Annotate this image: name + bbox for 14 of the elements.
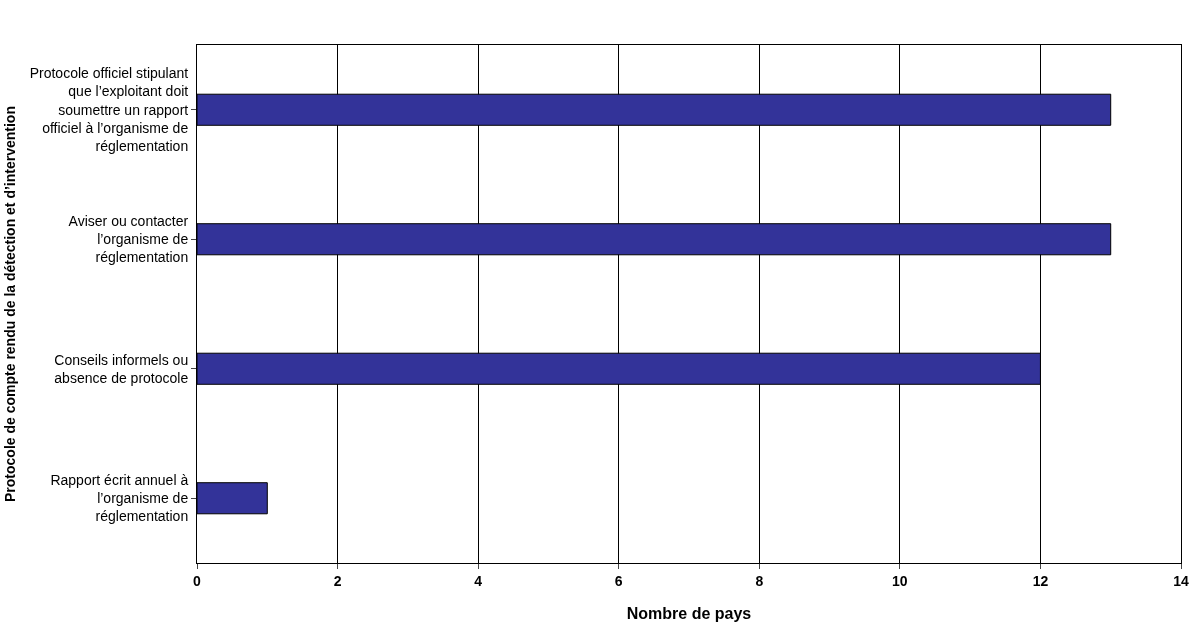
x-tick-label: 2 [333,572,342,589]
x-tick-label: 8 [755,572,764,589]
y-axis-title: Protocole de compte rendu de la détection et d’intervention [2,106,19,502]
y-tick-label: Rapport écrit annuel à l’organisme de réglementation [50,471,189,525]
x-tick-label: 12 [1032,572,1049,589]
x-tick-label: 4 [474,572,483,589]
y-tick-label: Aviser ou contacter l’organisme de réglementation [68,212,189,266]
y-tick-label: Conseils informels ou absence de protocole [54,351,189,386]
x-tick-label: 14 [1173,572,1189,589]
x-tick-label: 10 [892,572,908,589]
y-tick-label: Protocole officiel stipulant que l’exploitant doit soumettre un rapport officiel à l’organisme de réglementation [29,65,189,155]
x-axis-title: Nombre de pays [626,605,752,623]
x-tick-label: 6 [614,572,623,589]
x-tick-label: 0 [193,572,202,589]
